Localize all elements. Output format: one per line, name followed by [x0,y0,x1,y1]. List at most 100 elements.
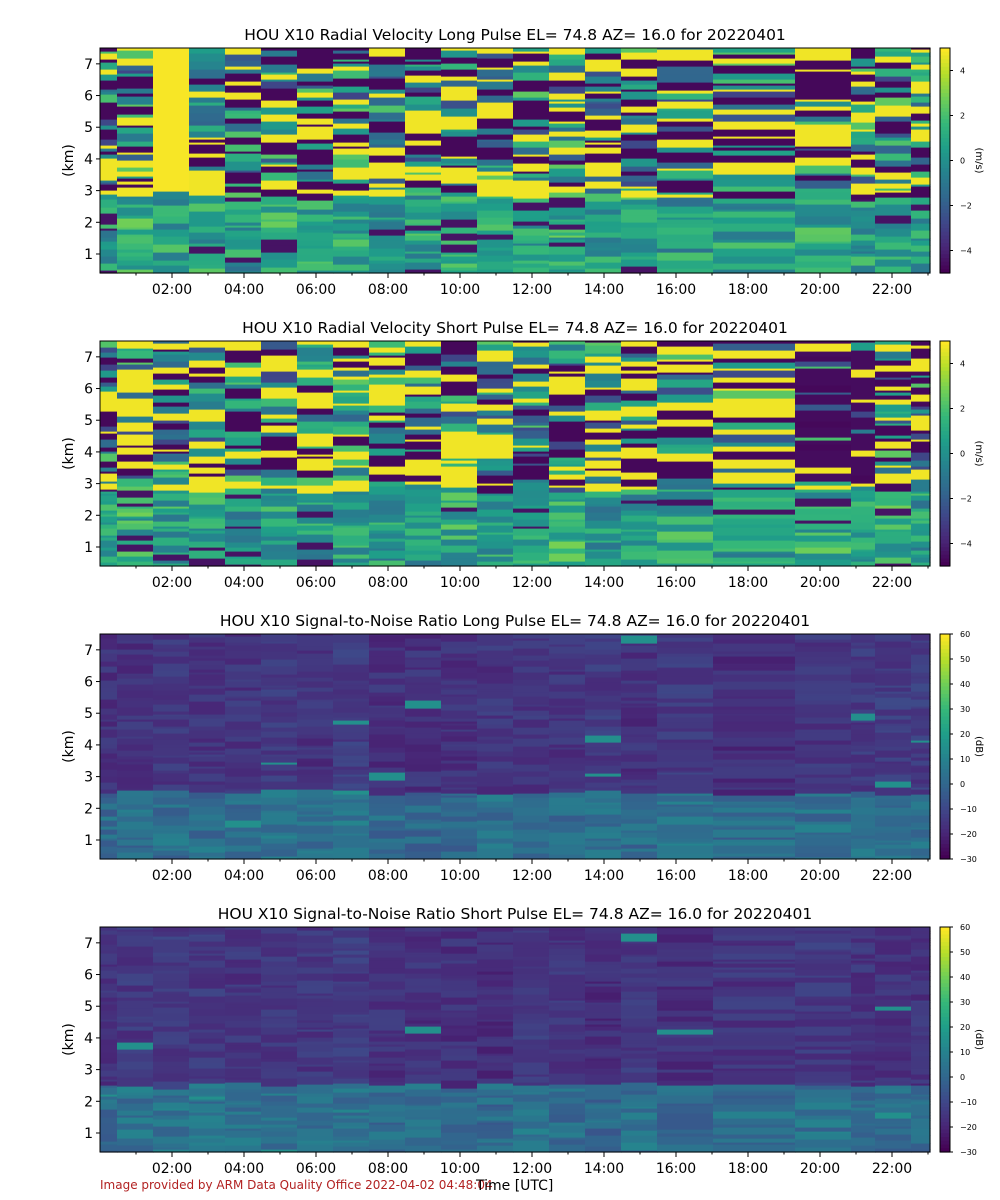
colorbar-segment [940,130,950,135]
heatmap-cell [851,253,876,257]
heatmap-cell [795,857,852,860]
heatmap-cell [713,548,796,552]
heatmap-cell [795,180,852,189]
heatmap-cell [100,453,118,462]
heatmap-cell [585,380,622,388]
heatmap-cell [225,1128,262,1131]
x-tick-label: 08:00 [368,868,408,884]
heatmap-cell [851,66,876,69]
heatmap-cell [713,341,796,344]
heatmap-cell [100,992,118,998]
heatmap-cell [369,415,406,421]
heatmap-cell [513,1057,550,1063]
heatmap-cell [100,433,118,440]
heatmap-cell [911,210,931,219]
heatmap-cell [297,1107,334,1113]
heatmap-cell [795,1019,852,1027]
heatmap-cell [513,746,550,751]
heatmap-cell [100,495,118,502]
colorbar-segment [940,1005,950,1011]
heatmap-cell [100,213,118,218]
heatmap-cell [585,201,622,210]
heatmap-cell [261,107,298,115]
heatmap-cell [851,514,876,523]
chart-panel-1: HOU X10 Radial Velocity Long Pulse EL= 7… [61,26,984,298]
heatmap-cell [851,363,876,368]
heatmap-cell [875,999,912,1007]
heatmap-cell [225,1042,262,1046]
heatmap-cell [333,794,370,800]
heatmap-cells [100,48,931,274]
heatmap-cell [333,833,370,836]
heatmap-cell [911,827,931,830]
heatmap-cell [189,352,226,361]
heatmap-cell [100,151,118,155]
heatmap-cell [117,1092,154,1096]
heatmap-cell [513,456,550,464]
heatmap-cell [333,1083,370,1089]
heatmap-cell [261,406,298,415]
heatmap-cell [153,69,190,72]
heatmap-cell [369,524,406,531]
heatmap-cell [795,343,852,352]
heatmap-cell [875,730,912,733]
heatmap-cell [405,952,442,955]
heatmap-cell [405,1049,442,1056]
heatmap-cell [117,788,154,791]
heatmap-cell [477,60,514,68]
heatmap-cell [333,766,370,770]
heatmap-cell [189,253,226,261]
plot-frame [99,926,931,1153]
heatmap-cell [405,66,442,71]
heatmap-cell [153,815,190,818]
heatmap-cell [795,366,852,369]
heatmap-cell [657,192,714,195]
heatmap-cell [297,948,334,952]
heatmap-cell [657,104,714,109]
heatmap-cell [657,101,714,105]
heatmap-cell [713,1089,796,1092]
heatmap-cell [405,449,442,452]
heatmap-cell [441,129,478,132]
heatmap-cell [100,382,118,387]
heatmap-cell [369,1149,406,1153]
heatmap-cell [153,343,190,350]
heatmap-cell [333,724,370,733]
heatmap-cell [117,1079,154,1087]
heatmap-cell [851,848,876,857]
heatmap-cell [657,1103,714,1106]
heatmap-cell [875,1134,912,1141]
heatmap-cell [153,988,190,992]
heatmap-cell [369,1104,406,1112]
heatmap-cell [549,219,586,222]
heatmap-cell [657,1077,714,1081]
heatmap-cell [405,1083,442,1090]
heatmap-cell [851,942,876,948]
heatmap-cell [297,634,334,636]
heatmap-cell [261,1109,298,1118]
heatmap-cell [851,785,876,790]
heatmap-cell [189,1122,226,1129]
colorbar-tick-label: 0 [960,157,965,166]
heatmap-cell [441,1106,478,1109]
heatmap-cell [261,1093,298,1096]
heatmap-cell [477,76,514,80]
heatmap-cell [369,669,406,673]
heatmap-cell [795,793,852,797]
heatmap-cell [333,783,370,789]
heatmap-cell [657,989,714,996]
heatmap-cell [261,838,298,844]
heatmap-cell [585,353,622,357]
heatmap-cell [875,457,912,460]
heatmap-cell [261,196,298,205]
heatmap-cell [851,1038,876,1041]
heatmap-cell [100,377,118,380]
heatmap-cell [477,139,514,142]
heatmap-cell [657,248,714,253]
heatmap-cell [585,735,622,743]
heatmap-cell [585,1024,622,1027]
heatmap-cell [713,634,796,640]
heatmap-cell [297,554,334,560]
heatmap-cell [713,741,796,747]
heatmap-cell [657,478,714,485]
